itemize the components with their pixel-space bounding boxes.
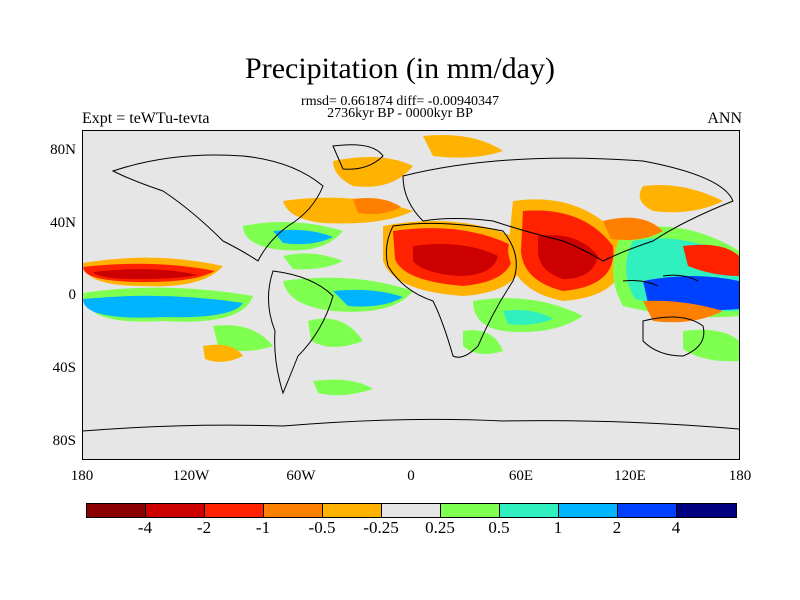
lon-label: 120E: [614, 468, 646, 484]
lat-label: 40S: [52, 360, 76, 376]
experiment-label: Expt = teWTu-tevta: [82, 110, 210, 127]
colorbar-label: -2: [196, 518, 212, 537]
anomaly-field: [83, 135, 739, 396]
colorbar-label: 4: [671, 518, 681, 537]
colorbar-swatch: [146, 504, 205, 517]
colorbar-swatch: [205, 504, 264, 517]
lon-label: 60E: [508, 468, 534, 484]
colorbar: [86, 503, 737, 518]
colorbar-swatch: [87, 504, 146, 517]
colorbar-label: -1: [255, 518, 271, 537]
colorbar-label: -4: [137, 518, 153, 537]
colorbar-swatch: [323, 504, 382, 517]
colorbar-swatch: [500, 504, 559, 517]
chart-title: Precipitation (in mm/day): [245, 52, 555, 85]
colorbar-label: -0.25: [363, 518, 399, 537]
lon-label: 120W: [172, 468, 210, 484]
map-panel: [82, 130, 740, 460]
colorbar-swatch: [441, 504, 500, 517]
stats-line: rmsd= 0.661874 diff= -0.00940347: [301, 94, 499, 109]
lon-label: 0: [407, 468, 415, 484]
colorbar-label: -0.5: [308, 518, 336, 537]
colorbar-label: 1: [553, 518, 563, 537]
lat-label: 80N: [50, 142, 76, 158]
lat-label: 40N: [50, 215, 76, 231]
colorbar-swatch: [677, 504, 736, 517]
colorbar-swatch: [382, 504, 441, 517]
colorbar-swatch: [559, 504, 618, 517]
colorbar-swatch: [264, 504, 323, 517]
colorbar-label: 2: [612, 518, 622, 537]
period-line: 2736kyr BP - 0000kyr BP: [327, 106, 473, 121]
lon-label: 60W: [286, 468, 316, 484]
lat-label: 0: [68, 287, 77, 303]
lat-label: 80S: [52, 433, 76, 449]
colorbar-label: 0.5: [488, 518, 510, 537]
map-canvas: [83, 135, 739, 432]
season-label: ANN: [707, 110, 742, 127]
colorbar-label: 0.25: [425, 518, 455, 537]
colorbar-swatch: [618, 504, 677, 517]
coastlines: [83, 144, 739, 432]
lon-label: 180: [728, 468, 752, 484]
lon-label: 180: [70, 468, 94, 484]
